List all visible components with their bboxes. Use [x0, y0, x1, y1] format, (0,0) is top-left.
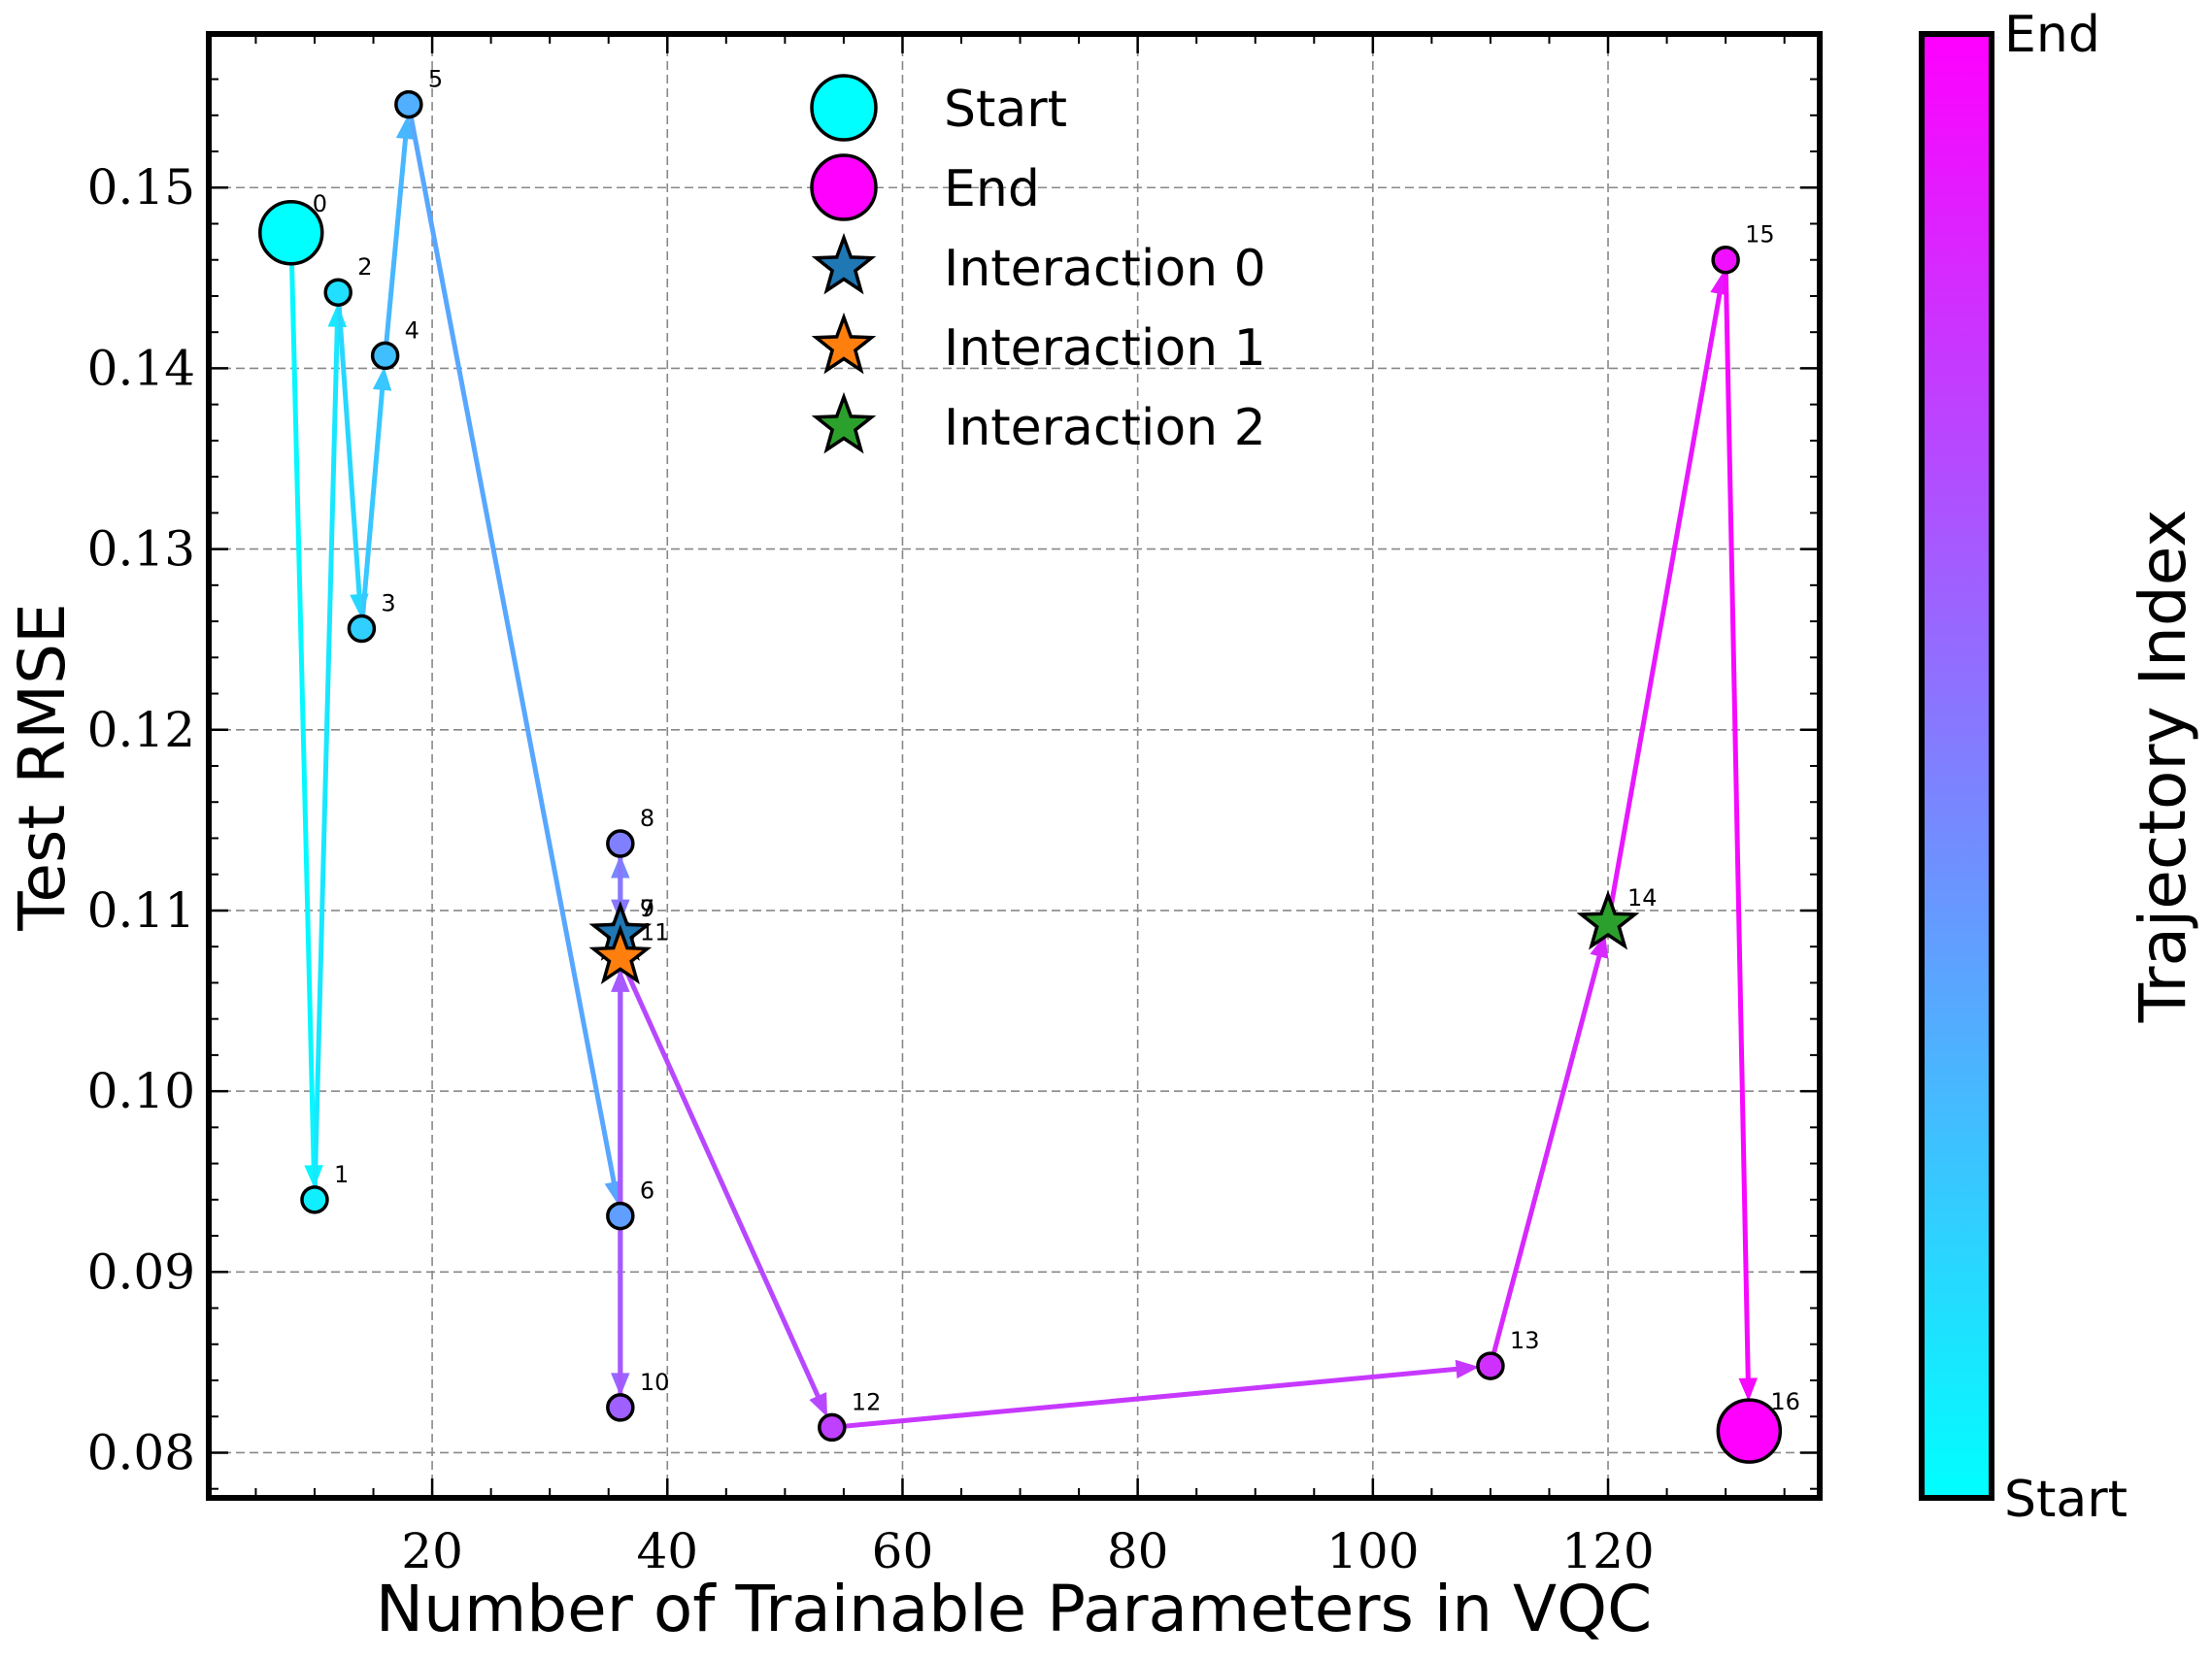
y-tick-label: 0.13	[87, 521, 195, 578]
x-tick-label: 20	[401, 1523, 463, 1579]
y-tick-label: 0.12	[87, 702, 195, 758]
legend-label: Interaction 1	[944, 319, 1266, 378]
interaction-stars	[588, 889, 1640, 984]
interaction-star-11	[588, 924, 653, 984]
trajectory-point-15	[1711, 245, 1740, 275]
point-label: 10	[640, 1369, 670, 1396]
trajectory-arrow-line	[312, 314, 341, 1190]
trajectory-arrow-line	[384, 125, 410, 346]
legend-label: Start	[944, 81, 1067, 139]
point-label: 1	[334, 1161, 349, 1188]
x-tick-label: 100	[1326, 1523, 1419, 1579]
trajectory-point-5	[394, 89, 423, 119]
point-label: 5	[428, 66, 443, 93]
legend-label: End	[944, 160, 1040, 218]
point-label: 2	[357, 253, 372, 281]
trajectory-point-1	[300, 1185, 329, 1214]
trajectory-arrow-line	[1607, 281, 1725, 913]
x-tick-label: 40	[636, 1523, 698, 1579]
legend-marker-interaction-0	[811, 232, 877, 295]
trajectory-point-0	[258, 200, 324, 266]
point-label: 16	[1770, 1388, 1800, 1415]
trajectory-arrowhead	[611, 969, 630, 992]
point-label: 14	[1627, 884, 1658, 912]
trajectory-point-8	[606, 829, 635, 858]
point-label: 12	[852, 1388, 882, 1415]
trajectory-arrowhead	[1738, 1377, 1758, 1402]
point-label: 4	[405, 316, 419, 344]
grid-lines	[209, 34, 1820, 1498]
trajectory-arrow-line	[360, 377, 385, 619]
colorbar-title: Trajectory Index	[2126, 510, 2200, 1024]
y-tick-label: 0.09	[87, 1244, 195, 1300]
trajectory-arrowhead	[372, 367, 392, 391]
trajectory-arrows	[289, 114, 1758, 1429]
colorbar-top-label: End	[2004, 6, 2100, 64]
point-label: 0	[313, 190, 327, 217]
trajectory-point-10	[606, 1393, 635, 1422]
legend-marker-interaction-2	[811, 391, 877, 454]
y-axis-label: Test RMSE	[5, 603, 80, 931]
legend-marker-interaction-1	[811, 312, 877, 375]
legend-label: Interaction 0	[944, 240, 1266, 298]
x-axis-label: Number of Trainable Parameters in VQC	[376, 1572, 1652, 1646]
point-label: 15	[1745, 221, 1775, 249]
point-label: 7	[640, 895, 654, 922]
trajectory-point-4	[370, 341, 400, 371]
point-label: 9	[640, 895, 654, 922]
trajectory-arrow-line	[408, 114, 619, 1195]
trajectory-arrow-line	[842, 1365, 1469, 1429]
y-tick-labels: 0.08 0.09 0.10 0.11 0.12 0.13 0.14 0.15	[87, 159, 195, 1480]
x-tick-label: 60	[872, 1523, 934, 1579]
interaction-star-14	[1576, 889, 1640, 950]
x-tick-label: 80	[1107, 1523, 1169, 1579]
colorbar-gradient	[1919, 31, 1994, 1501]
trajectory-points	[258, 89, 1783, 1464]
colorbar-bottom-label: Start	[2004, 1471, 2128, 1529]
trajectory-point-13	[1476, 1351, 1505, 1380]
trajectory-point-2	[323, 278, 352, 307]
point-label: 8	[640, 805, 654, 832]
point-label: 6	[640, 1178, 654, 1205]
y-tick-label: 0.10	[87, 1063, 195, 1119]
trajectory-arrow-line	[336, 302, 363, 608]
legend-label: Interaction 2	[944, 399, 1266, 457]
trajectory-point-16	[1716, 1398, 1783, 1464]
trajectory-point-12	[818, 1412, 847, 1443]
trajectory-arrow-line	[1723, 270, 1751, 1391]
trajectory-arrow-line	[289, 261, 317, 1178]
plot-frame	[206, 31, 1823, 1501]
point-label: 13	[1510, 1327, 1540, 1354]
trajectory-arrowhead	[1455, 1359, 1480, 1379]
legend-marker-start	[810, 74, 878, 142]
legend-marker-end	[810, 153, 878, 221]
trajectory-point-3	[347, 614, 377, 644]
trajectory-arrowhead	[1590, 934, 1609, 959]
point-label: 11	[640, 918, 670, 946]
trajectory-arrowhead	[809, 1392, 828, 1417]
y-tick-label: 0.15	[87, 159, 195, 216]
trajectory-arrow-line	[1491, 944, 1605, 1357]
x-tick-label: 120	[1561, 1523, 1654, 1579]
trajectory-arrow-line	[622, 966, 825, 1409]
legend: Start End Interaction 0 Interaction 1 Intera…	[810, 74, 1266, 457]
x-tick-labels: 20 40 60 80 100 120	[401, 1523, 1654, 1579]
y-tick-label: 0.11	[87, 882, 195, 939]
y-tick-label: 0.08	[87, 1424, 195, 1480]
point-label: 3	[381, 590, 395, 617]
trajectory-point-6	[606, 1201, 635, 1231]
colorbar: End Start Trajectory Index	[1919, 6, 2200, 1529]
y-tick-label: 0.14	[87, 340, 195, 396]
